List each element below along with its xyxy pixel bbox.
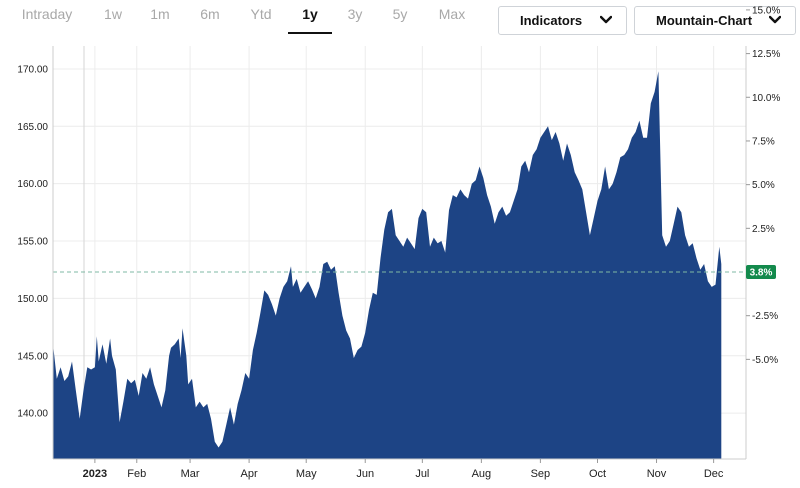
x-tick-label: Aug <box>472 468 492 480</box>
y-tick-label: 165.00 <box>17 122 48 133</box>
indicators-label: Indicators <box>520 13 583 28</box>
time-range-tabs: Intraday 1w 1m 6m Ytd 1y 3y 5y Max <box>0 0 500 36</box>
x-tick-label: Dec <box>704 468 724 480</box>
y-tick-label: 140.00 <box>17 409 48 420</box>
change-badge-label: 3.8% <box>750 268 773 279</box>
x-tick-label: 2023 <box>83 468 107 480</box>
tab-1m[interactable]: 1m <box>150 6 170 22</box>
chart-type-dropdown[interactable]: Mountain-Chart <box>634 6 796 35</box>
tab-1y[interactable]: 1y <box>302 6 318 22</box>
chevron-down-icon <box>600 15 612 24</box>
x-tick-label: Jul <box>415 468 429 480</box>
y-tick-label: 170.00 <box>17 64 48 75</box>
y-tick-label-right: 10.0% <box>752 93 780 104</box>
x-tick-label: Feb <box>127 468 146 480</box>
tab-1w[interactable]: 1w <box>104 6 122 22</box>
x-tick-label: May <box>296 468 317 480</box>
x-tick-label: Oct <box>589 468 606 480</box>
x-tick-label: Apr <box>241 468 258 480</box>
tab-3y[interactable]: 3y <box>347 6 363 22</box>
y-tick-label: 155.00 <box>17 237 48 248</box>
tab-max[interactable]: Max <box>438 6 466 22</box>
active-tab-underline <box>288 32 332 34</box>
y-tick-label: 145.00 <box>17 351 48 362</box>
tab-intraday[interactable]: Intraday <box>21 6 73 22</box>
price-area[interactable] <box>53 71 722 459</box>
y-tick-label-right: -2.5% <box>752 311 778 322</box>
tab-ytd[interactable]: Ytd <box>250 6 272 22</box>
x-tick-label: Nov <box>647 468 667 480</box>
y-tick-label-right: 12.5% <box>752 49 780 60</box>
y-tick-label-right: 7.5% <box>752 136 775 147</box>
y-tick-label-right: 5.0% <box>752 180 775 191</box>
x-tick-label: Jun <box>356 468 374 480</box>
tab-6m[interactable]: 6m <box>200 6 220 22</box>
y-tick-label-right: -5.0% <box>752 355 778 366</box>
x-tick-label: Mar <box>181 468 200 480</box>
indicators-dropdown[interactable]: Indicators <box>498 6 627 35</box>
change-badge <box>746 265 776 280</box>
y-tick-label-right: 2.5% <box>752 224 775 235</box>
chart-type-label: Mountain-Chart <box>656 13 753 28</box>
y-tick-label: 160.00 <box>17 179 48 190</box>
y-tick-label: 150.00 <box>17 294 48 305</box>
tab-5y[interactable]: 5y <box>392 6 408 22</box>
y-tick-label-right: 15.0% <box>752 5 780 16</box>
chevron-down-icon <box>769 15 781 24</box>
x-tick-label: Sep <box>531 468 551 480</box>
